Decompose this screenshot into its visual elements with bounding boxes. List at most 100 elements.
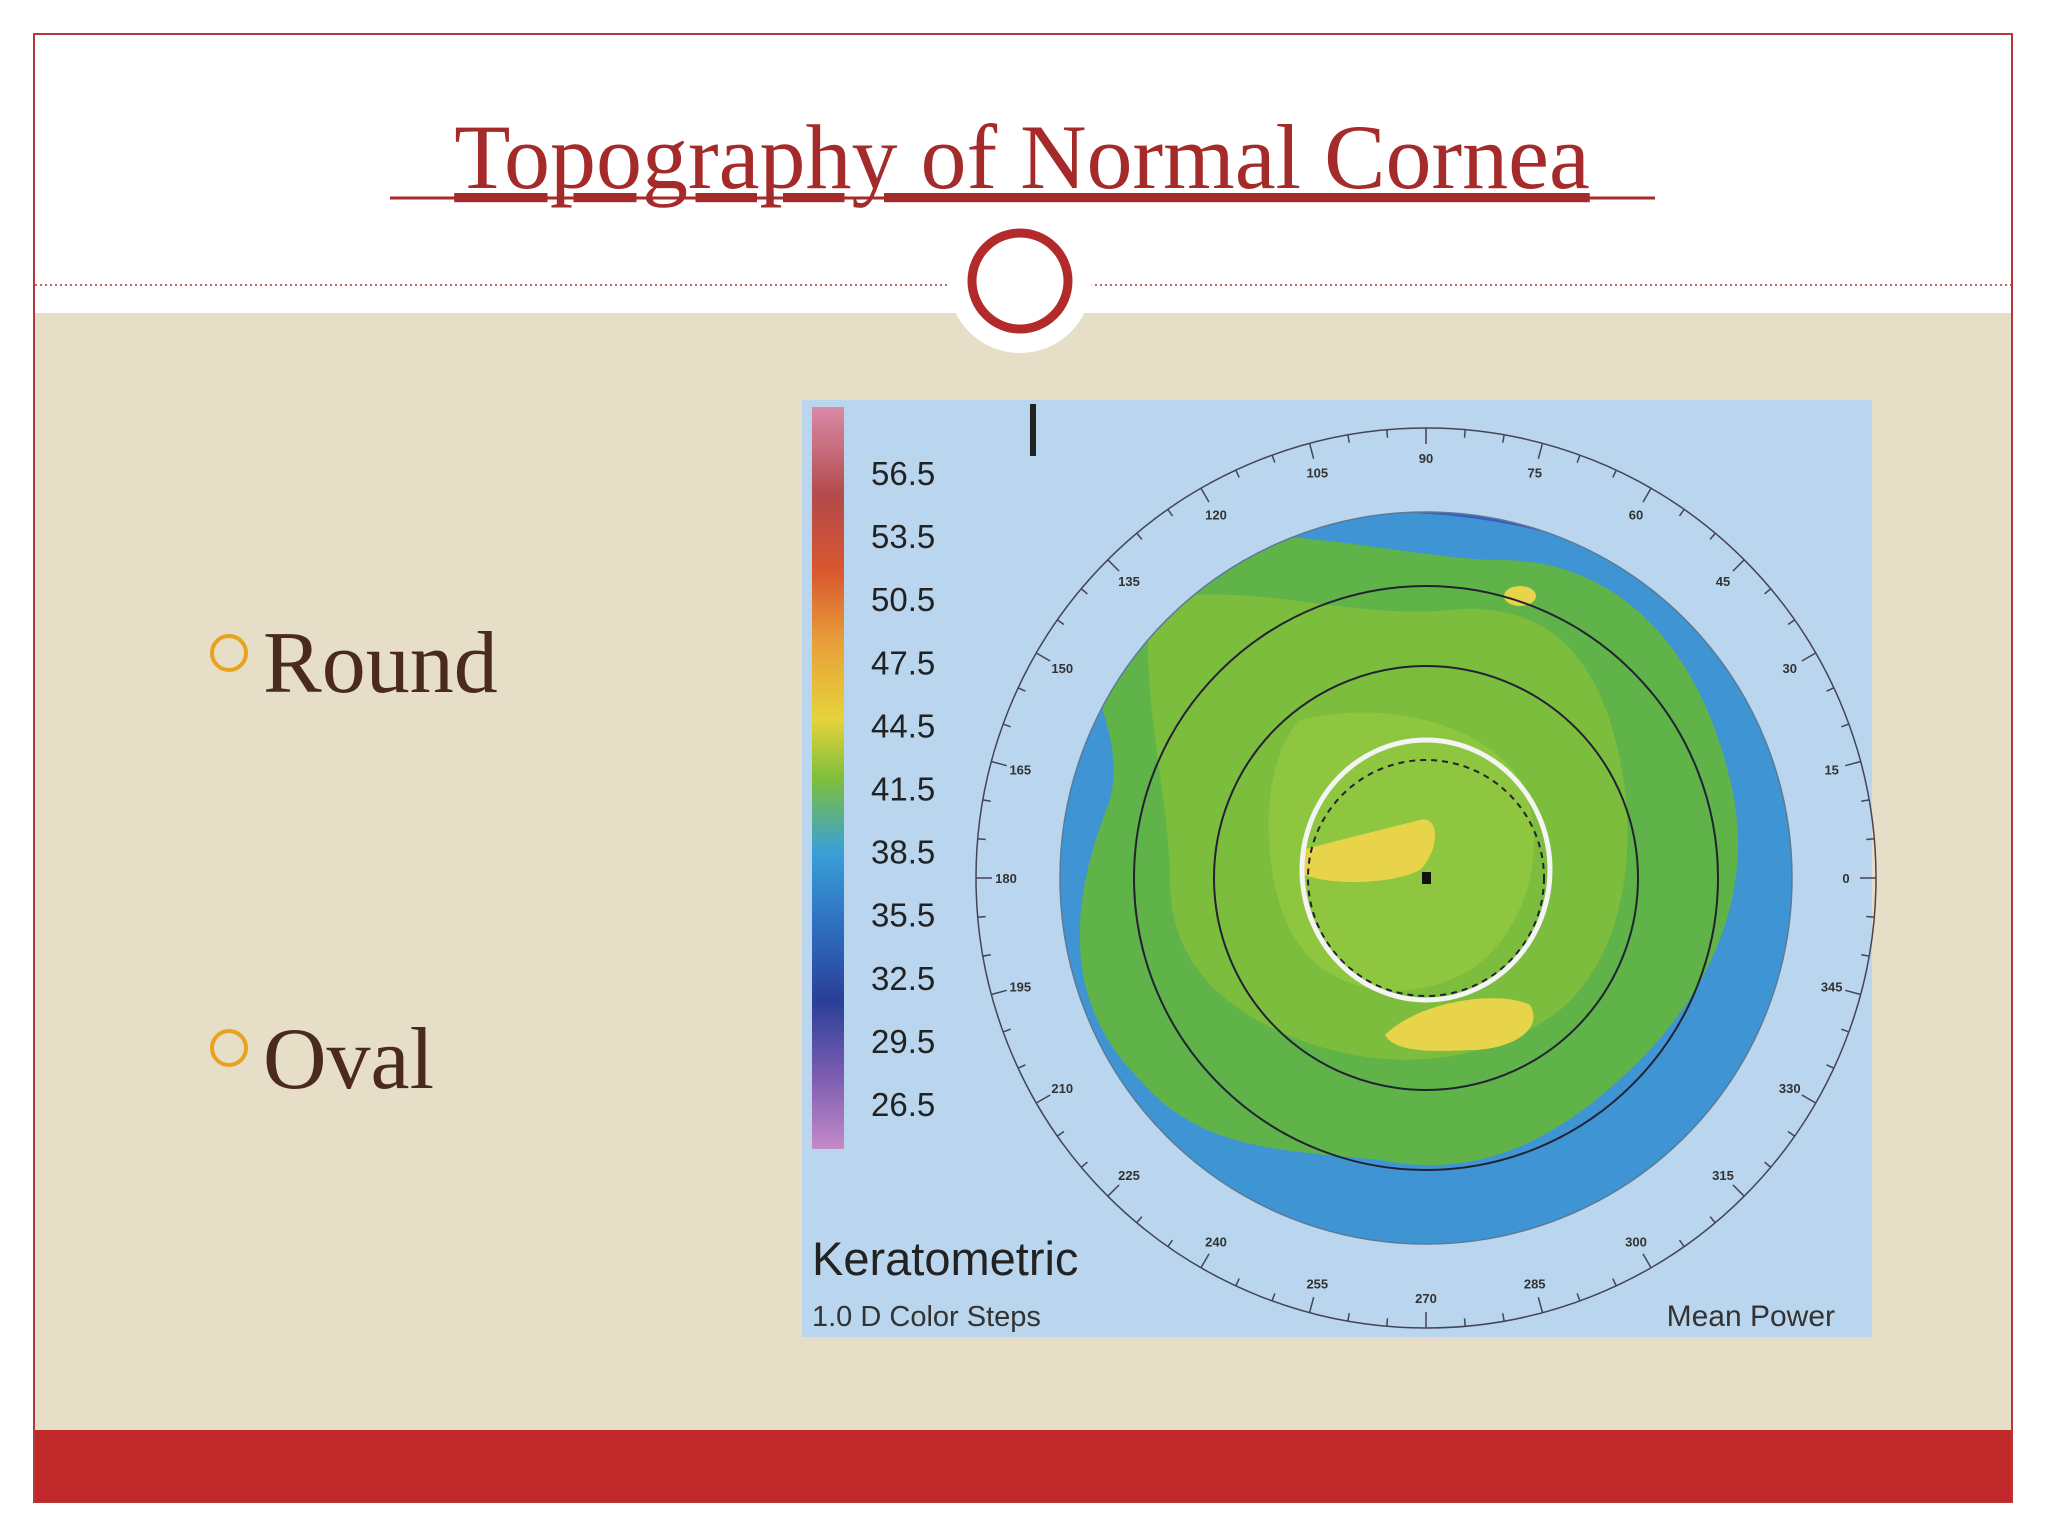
ring-tick [1107, 1184, 1120, 1197]
ring-tick [1845, 760, 1861, 767]
scale-label: 53.5 [871, 518, 935, 555]
ring-tick [1642, 487, 1652, 503]
ring-tick [1709, 532, 1716, 540]
ring-tick [1463, 1318, 1466, 1327]
angle-label: 105 [1306, 465, 1328, 480]
angle-label: 240 [1205, 1235, 1227, 1250]
angle-label: 60 [1629, 507, 1643, 522]
angle-label: 345 [1821, 980, 1843, 995]
angle-label: 30 [1782, 661, 1796, 676]
scale-label: 47.5 [871, 644, 935, 681]
ring-tick [1861, 954, 1870, 957]
map-subtitle: 1.0 D Color Steps [812, 1301, 1041, 1333]
angle-label: 150 [1051, 661, 1073, 676]
scale-label: 32.5 [871, 960, 935, 997]
ring-tick [1308, 1297, 1315, 1313]
ring-tick [1107, 559, 1120, 572]
ring-tick [991, 989, 1007, 996]
angle-label: 330 [1779, 1081, 1801, 1096]
scale-label: 41.5 [871, 771, 935, 808]
ring-tick [1537, 443, 1544, 459]
angle-label: 255 [1306, 1277, 1328, 1292]
bullet-marker [210, 634, 248, 672]
ring-tick [1017, 687, 1026, 692]
ring-tick [991, 760, 1007, 767]
ring-tick [1764, 588, 1772, 595]
bullet-text: Round [263, 615, 498, 712]
bullet-text: Oval [263, 1011, 434, 1108]
ring-tick [1347, 1313, 1350, 1322]
ring-tick [1080, 588, 1088, 595]
ring-tick [1463, 429, 1466, 438]
angle-ticks [976, 428, 1876, 1328]
ring-tick [1308, 443, 1315, 459]
ring-tick [1035, 1094, 1051, 1104]
ring-tick [1002, 723, 1011, 728]
ring-tick [1347, 434, 1350, 443]
bullet-marker [210, 1029, 248, 1067]
footer-bar [35, 1430, 2011, 1502]
angle-label: 165 [1009, 762, 1031, 777]
angle-label: 300 [1625, 1235, 1647, 1250]
ring-tick [1732, 559, 1745, 572]
map-mode: Mean Power [1667, 1300, 1835, 1333]
ring-tick [1017, 1064, 1026, 1069]
ring-tick [1056, 619, 1065, 626]
ring-tick [1866, 915, 1875, 918]
ring-tick [1678, 1239, 1685, 1248]
scale-label: 29.5 [871, 1023, 935, 1060]
topography-figure: Keratometric 1.0 D Color Steps Mean Powe… [802, 400, 1877, 1337]
ring-tick [1167, 508, 1174, 517]
ring-tick [982, 799, 991, 802]
ring-tick [1861, 799, 1870, 802]
ring-tick [1200, 487, 1210, 503]
pupil-ring [1299, 737, 1553, 1003]
angle-label: 225 [1118, 1168, 1140, 1183]
ring-tick [1200, 1253, 1210, 1269]
ring-tick [1386, 1318, 1389, 1327]
ring [1133, 585, 1719, 1171]
angle-label: 270 [1415, 1291, 1437, 1306]
ring-tick [1235, 1278, 1240, 1287]
ring-tick [977, 838, 986, 841]
ring-tick [1386, 429, 1389, 438]
scale-label: 35.5 [871, 897, 935, 934]
ring-tick [1709, 1216, 1716, 1224]
divider-ring [967, 228, 1073, 334]
ring-tick [1801, 652, 1817, 662]
ring-tick [982, 954, 991, 957]
angle-label: 120 [1205, 507, 1227, 522]
ring-tick [1167, 1239, 1174, 1248]
scale-label: 50.5 [871, 581, 935, 618]
ring-tick [1502, 434, 1505, 443]
ring-tick [1612, 1278, 1617, 1287]
scale-label: 44.5 [871, 707, 935, 744]
ring-tick [1537, 1297, 1544, 1313]
angle-label: 180 [995, 871, 1017, 886]
ring-tick [1576, 454, 1581, 463]
angle-label: 45 [1716, 574, 1730, 589]
map-edge [1059, 511, 1793, 1245]
ring-tick [1801, 1094, 1817, 1104]
color-scale [812, 407, 844, 1149]
ring-tick [1136, 1216, 1143, 1224]
ring-tick [1502, 1313, 1505, 1322]
ring [1213, 665, 1639, 1091]
ring-tick [1678, 508, 1685, 517]
ring-tick [1576, 1293, 1581, 1302]
ring-tick [1787, 619, 1796, 626]
ring-tick [1841, 723, 1850, 728]
ring-tick [1612, 469, 1617, 478]
ring-tick [1841, 1028, 1850, 1033]
angle-label: 90 [1419, 451, 1433, 466]
angle-label: 195 [1009, 980, 1031, 995]
ring-tick [1080, 1161, 1088, 1168]
ring-tick [1642, 1253, 1652, 1269]
scale-label: 56.5 [871, 455, 935, 492]
ring-tick [1271, 1293, 1276, 1302]
marker [1030, 404, 1036, 456]
ring-tick [1136, 532, 1143, 540]
ring [1307, 759, 1545, 997]
